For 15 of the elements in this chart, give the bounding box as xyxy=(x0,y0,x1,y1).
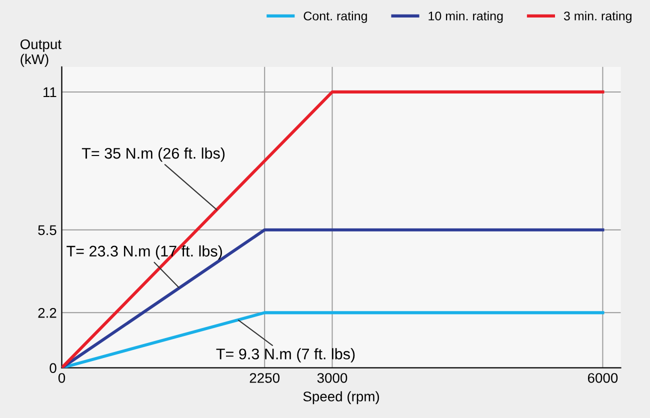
y-tick-label: 0 xyxy=(50,363,56,374)
y-tick-label: 5.5 xyxy=(38,225,56,236)
legend-label: 3 min. rating xyxy=(564,11,632,23)
x-tick-label: 6000 xyxy=(588,373,618,383)
annotation: T= 35 N.m (26 ft. lbs) xyxy=(82,148,225,162)
y-tick-label: 11 xyxy=(44,87,56,97)
x-tick-label: 3000 xyxy=(317,373,348,383)
annotation: T= 9.3 N.m (7 ft. lbs) xyxy=(216,348,355,362)
y-axis-title: Output (kW) xyxy=(20,39,62,67)
x-tick-label: 2250 xyxy=(250,373,280,383)
legend-label: Cont. rating xyxy=(304,11,367,23)
x-tick-label: 0 xyxy=(58,373,66,383)
y-tick-label: 2.2 xyxy=(38,308,56,318)
x-axis-title: Speed (rpm) xyxy=(303,391,379,404)
legend-label: 10 min. rating xyxy=(428,11,503,23)
